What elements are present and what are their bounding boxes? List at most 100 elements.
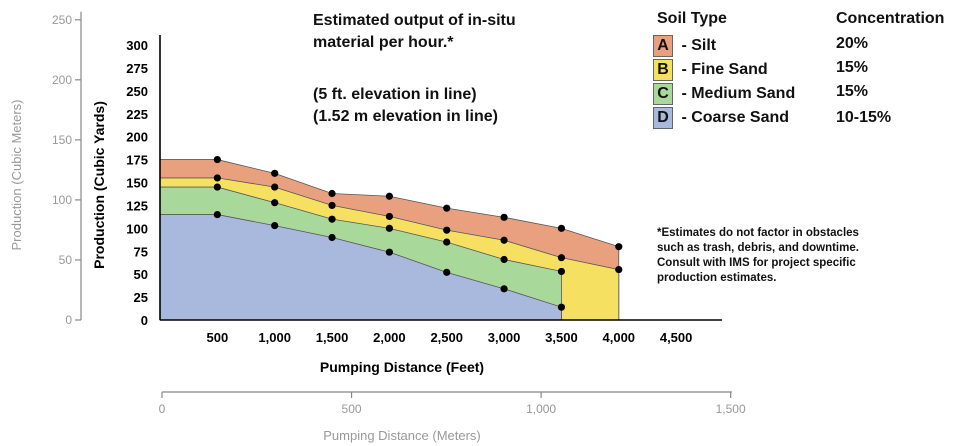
y-tick-label: 225 xyxy=(126,107,148,122)
y-tick-label: 0 xyxy=(141,313,148,328)
legend-sep: - xyxy=(677,37,692,54)
legend-swatch-fine-sand: B xyxy=(653,59,673,81)
data-point xyxy=(271,169,279,177)
chart-title-line-2: material per hour.* xyxy=(313,34,454,51)
y-tick-label: 50 xyxy=(134,267,148,282)
y2-tick-label: 0 xyxy=(65,313,72,327)
concentration-fine-sand: 15% xyxy=(836,59,869,76)
legend-swatch-silt: A xyxy=(653,35,673,57)
data-point xyxy=(385,224,393,232)
x2-tick-label: 1,000 xyxy=(526,402,556,416)
x2-tick-label: 500 xyxy=(342,402,362,416)
x-tick-label: 3,500 xyxy=(545,330,578,345)
footnote: *Estimates do not factor in obstacles su… xyxy=(657,226,957,286)
data-point xyxy=(443,268,451,276)
y2-tick-label: 100 xyxy=(52,193,72,207)
data-point xyxy=(385,212,393,221)
data-point xyxy=(500,285,508,293)
data-point xyxy=(213,210,221,219)
concentration-medium-sand: 15% xyxy=(836,83,869,100)
data-point xyxy=(557,254,566,262)
data-point xyxy=(328,201,336,210)
legend-item-silt: A - Silt xyxy=(653,35,716,57)
legend-item-fine-sand: B - Fine Sand xyxy=(653,59,768,81)
footnote-line-1: *Estimates do not factor in obstacles xyxy=(657,227,859,239)
chart-title: Estimated output of in-situ material per… xyxy=(313,10,643,54)
legend-sep: - xyxy=(677,109,692,126)
concentration-coarse-sand: 10-15% xyxy=(836,109,892,126)
y-tick-label: 250 xyxy=(126,84,148,99)
y-tick-label: 300 xyxy=(126,38,148,53)
footnote-line-4: production estimates. xyxy=(657,272,777,284)
y2-tick-label: 200 xyxy=(52,73,72,87)
x2-tick-label: 0 xyxy=(159,402,166,416)
x-tick-label: 1,500 xyxy=(316,330,349,345)
data-point xyxy=(271,183,279,191)
data-point xyxy=(557,303,566,311)
data-point xyxy=(385,248,393,256)
data-point xyxy=(328,233,336,242)
legend-sep: - xyxy=(677,85,692,102)
data-point xyxy=(271,221,279,230)
y2-tick-label: 250 xyxy=(52,13,72,27)
data-point xyxy=(500,213,508,221)
y-tick-label: 200 xyxy=(126,130,148,145)
legend-header-concentration: Concentration xyxy=(836,10,945,27)
x-tick-label: 3,000 xyxy=(488,330,521,345)
y-tick-label: 175 xyxy=(126,153,148,168)
data-point xyxy=(443,204,451,212)
legend-label-fine-sand: Fine Sand xyxy=(691,61,768,78)
x-tick-label: 4,000 xyxy=(603,330,636,345)
y2-tick-label: 50 xyxy=(59,253,73,267)
legend-label-coarse-sand: Coarse Sand xyxy=(691,109,790,126)
x-tick-label: 4,500 xyxy=(660,330,693,345)
concentration-silt: 20% xyxy=(836,35,869,52)
x-tick-label: 1,000 xyxy=(258,330,291,345)
data-point xyxy=(615,265,623,274)
data-point xyxy=(385,192,393,200)
x2-axis-label: Pumping Distance (Meters) xyxy=(323,428,481,443)
x2-tick-label: 1,500 xyxy=(716,402,746,416)
y2-axis-label: Production (Cubic Meters) xyxy=(9,100,24,251)
legend-sep: - xyxy=(677,61,692,78)
data-point xyxy=(443,226,451,234)
chart-subtitle-line-2: (1.52 m elevation in line) xyxy=(313,108,498,125)
x-tick-label: 2,500 xyxy=(430,330,463,345)
legend-item-coarse-sand: D - Coarse Sand xyxy=(653,107,789,129)
chart-title-line-1: Estimated output of in-situ xyxy=(313,12,516,29)
data-point xyxy=(213,155,221,164)
data-point xyxy=(443,238,451,246)
data-point xyxy=(213,183,221,191)
legend-label-silt: Silt xyxy=(691,37,717,54)
y-tick-label: 275 xyxy=(126,61,148,76)
chart-subtitle-line-1: (5 ft. elevation in line) xyxy=(313,86,477,103)
data-point xyxy=(615,243,623,251)
y-axis-label: Production (Cubic Yards) xyxy=(91,101,107,269)
legend-swatch-medium-sand: C xyxy=(653,83,673,105)
footnote-line-2: such as trash, debris, and downtime. xyxy=(657,242,859,254)
legend-item-medium-sand: C - Medium Sand xyxy=(653,83,795,105)
x-axis-label: Pumping Distance (Feet) xyxy=(320,359,484,375)
y-tick-label: 100 xyxy=(126,221,148,236)
chart-subtitle: (5 ft. elevation in line) (1.52 m elevat… xyxy=(313,84,643,128)
legend-header-soil-type: Soil Type xyxy=(657,10,727,27)
data-point xyxy=(557,224,566,232)
data-point xyxy=(271,199,279,207)
y-tick-label: 150 xyxy=(126,176,148,191)
data-point xyxy=(500,255,508,264)
data-point xyxy=(328,189,336,198)
data-point xyxy=(328,215,336,223)
y-tick-label: 75 xyxy=(134,244,148,259)
legend-swatch-coarse-sand: D xyxy=(653,107,673,129)
x-tick-label: 500 xyxy=(206,330,228,345)
y2-tick-label: 150 xyxy=(52,133,72,147)
x-tick-label: 2,000 xyxy=(373,330,406,345)
legend-label-medium-sand: Medium Sand xyxy=(691,85,796,102)
data-point xyxy=(557,267,566,276)
data-point xyxy=(500,236,508,244)
data-point xyxy=(213,174,221,182)
footnote-line-3: Consult with IMS for project specific xyxy=(657,257,856,269)
y-tick-label: 125 xyxy=(126,198,148,213)
y-tick-label: 25 xyxy=(134,290,148,305)
